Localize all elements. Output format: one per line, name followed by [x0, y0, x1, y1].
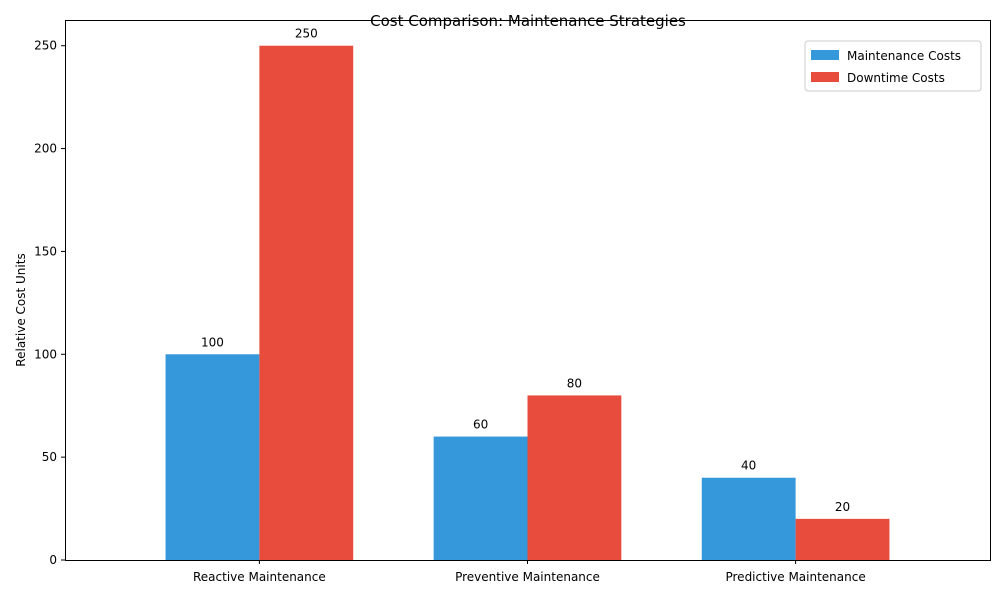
- data-label: 100: [201, 335, 224, 349]
- plot-area-frame: [65, 20, 991, 561]
- bar-maintenance-costs-2: [433, 436, 528, 560]
- data-labels-group: 100 60 40 250 80 20: [201, 27, 850, 514]
- legend-frame: [804, 40, 982, 92]
- data-label: 20: [835, 500, 850, 514]
- bar-maintenance-costs-1: [165, 354, 260, 560]
- data-label: 60: [473, 418, 488, 432]
- y-tick-label: 200: [34, 142, 57, 156]
- y-tick-label: 250: [34, 39, 57, 53]
- y-axis-ticks: 0 50 100 150 200 250: [34, 39, 65, 567]
- bars-group: [165, 45, 890, 560]
- y-tick-label: 100: [34, 347, 57, 361]
- y-tick-label: 0: [49, 553, 57, 567]
- bar-maintenance-costs-3: [701, 477, 796, 560]
- legend-swatch: [811, 50, 839, 60]
- y-axis-label: Relative Cost Units: [14, 253, 28, 366]
- legend-label: Downtime Costs: [847, 71, 945, 85]
- bar-downtime-costs-3: [795, 518, 890, 560]
- legend-swatch: [811, 72, 839, 82]
- bar-downtime-costs-2: [527, 395, 622, 560]
- y-tick-label: 50: [42, 450, 57, 464]
- x-tick-label: Predictive Maintenance: [725, 570, 865, 584]
- x-axis-ticks: Reactive Maintenance Preventive Maintenan…: [193, 560, 866, 584]
- legend: Maintenance Costs Downtime Costs: [804, 40, 982, 92]
- y-tick-label: 150: [34, 244, 57, 258]
- legend-label: Maintenance Costs: [847, 49, 961, 63]
- x-tick-label: Reactive Maintenance: [193, 570, 326, 584]
- data-label: 250: [295, 27, 318, 41]
- data-label: 40: [741, 459, 756, 473]
- bar-downtime-costs-1: [259, 45, 354, 560]
- x-tick-label: Preventive Maintenance: [455, 570, 600, 584]
- data-label: 80: [567, 376, 582, 390]
